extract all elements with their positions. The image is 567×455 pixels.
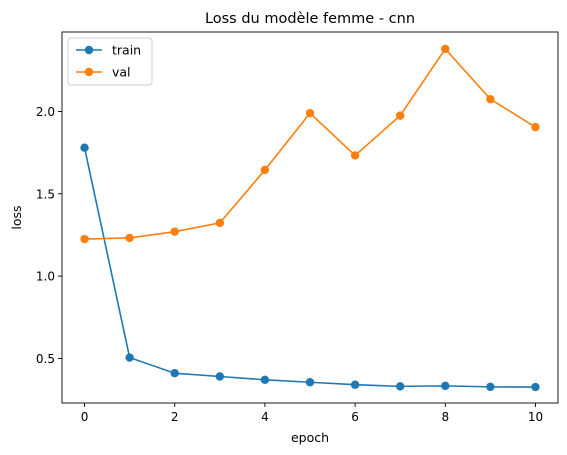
chart-title: Loss du modèle femme - cnn bbox=[205, 11, 415, 27]
legend-label: val bbox=[112, 65, 131, 80]
x-tick-label: 0 bbox=[81, 410, 89, 424]
y-tick-label: 1.5 bbox=[36, 187, 55, 201]
legend-label: train bbox=[112, 43, 141, 58]
x-tick-label: 6 bbox=[351, 410, 359, 424]
data-point-train bbox=[215, 372, 225, 381]
data-point-train bbox=[441, 381, 450, 391]
data-point-train bbox=[125, 353, 134, 362]
legend-swatch-marker bbox=[84, 45, 94, 55]
data-point-val bbox=[125, 233, 134, 243]
data-point-train bbox=[305, 378, 315, 387]
x-tick-label: 10 bbox=[528, 410, 543, 424]
data-point-val bbox=[170, 227, 179, 236]
series-layer bbox=[80, 44, 540, 392]
y-tick-label: 0.5 bbox=[36, 352, 55, 366]
y-tick-label: 2.0 bbox=[36, 105, 55, 119]
data-point-train bbox=[486, 382, 495, 392]
x-axis: 0 2 4 6 8 10 bbox=[81, 403, 543, 424]
data-point-val bbox=[486, 94, 495, 104]
y-axis-label: loss bbox=[9, 205, 24, 229]
legend: train val bbox=[67, 37, 153, 86]
data-point-val bbox=[80, 234, 89, 244]
x-tick-label: 2 bbox=[171, 410, 179, 424]
data-point-train bbox=[80, 143, 89, 152]
data-point-val bbox=[260, 165, 270, 175]
x-tick-label: 4 bbox=[261, 410, 269, 424]
data-point-val bbox=[441, 44, 450, 54]
y-tick-label: 1.0 bbox=[36, 270, 55, 284]
data-point-val bbox=[395, 111, 405, 120]
data-point-val bbox=[305, 108, 315, 118]
x-tick-label: 8 bbox=[441, 410, 449, 424]
data-point-train bbox=[170, 369, 179, 378]
data-point-val bbox=[531, 122, 540, 132]
data-point-val bbox=[350, 151, 360, 160]
data-point-train bbox=[531, 382, 540, 392]
plot-frame bbox=[61, 31, 559, 404]
data-point-train bbox=[260, 375, 270, 384]
data-point-val bbox=[215, 218, 225, 228]
y-axis: 0.5 1.0 1.5 2.0 bbox=[36, 105, 62, 366]
data-point-train bbox=[350, 380, 360, 389]
data-point-train bbox=[395, 382, 405, 391]
x-axis-label: epoch bbox=[291, 430, 329, 445]
plot-area bbox=[61, 31, 559, 404]
legend-swatch-marker bbox=[84, 67, 94, 77]
